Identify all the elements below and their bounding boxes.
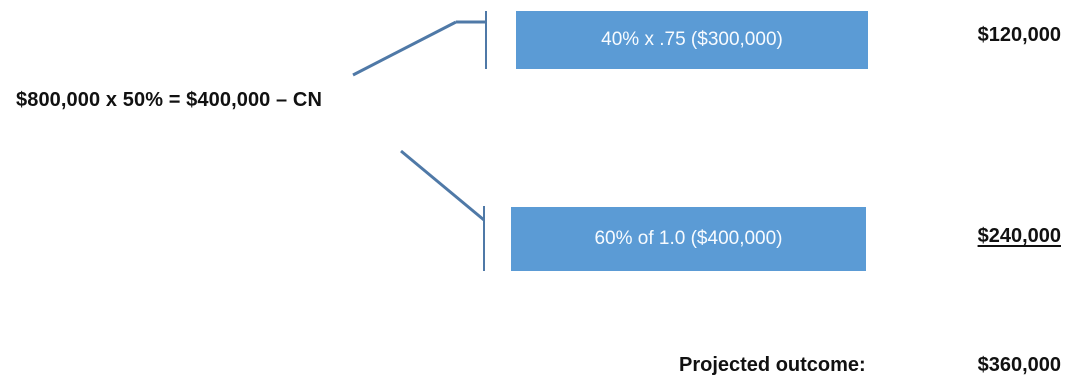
lower-branch-box: 60% of 1.0 ($400,000) — [511, 207, 866, 271]
upper-branch-box: 40% x .75 ($300,000) — [516, 11, 868, 69]
main-formula: $800,000 x 50% = $400,000 – CN — [16, 89, 323, 111]
projected-outcome-amount: $360,000 — [977, 354, 1061, 376]
lower-branch-label: 60% of 1.0 ($400,000) — [594, 228, 783, 249]
upper-branch-amount: $120,000 — [977, 24, 1061, 46]
upper-branch-label: 40% x .75 ($300,000) — [601, 29, 783, 50]
upper-branch-connector — [352, 20, 457, 77]
lower-branch-amount: $240,000 — [977, 225, 1061, 247]
lower-branch-connector — [400, 149, 485, 222]
projected-outcome-label: Projected outcome: — [679, 354, 866, 376]
